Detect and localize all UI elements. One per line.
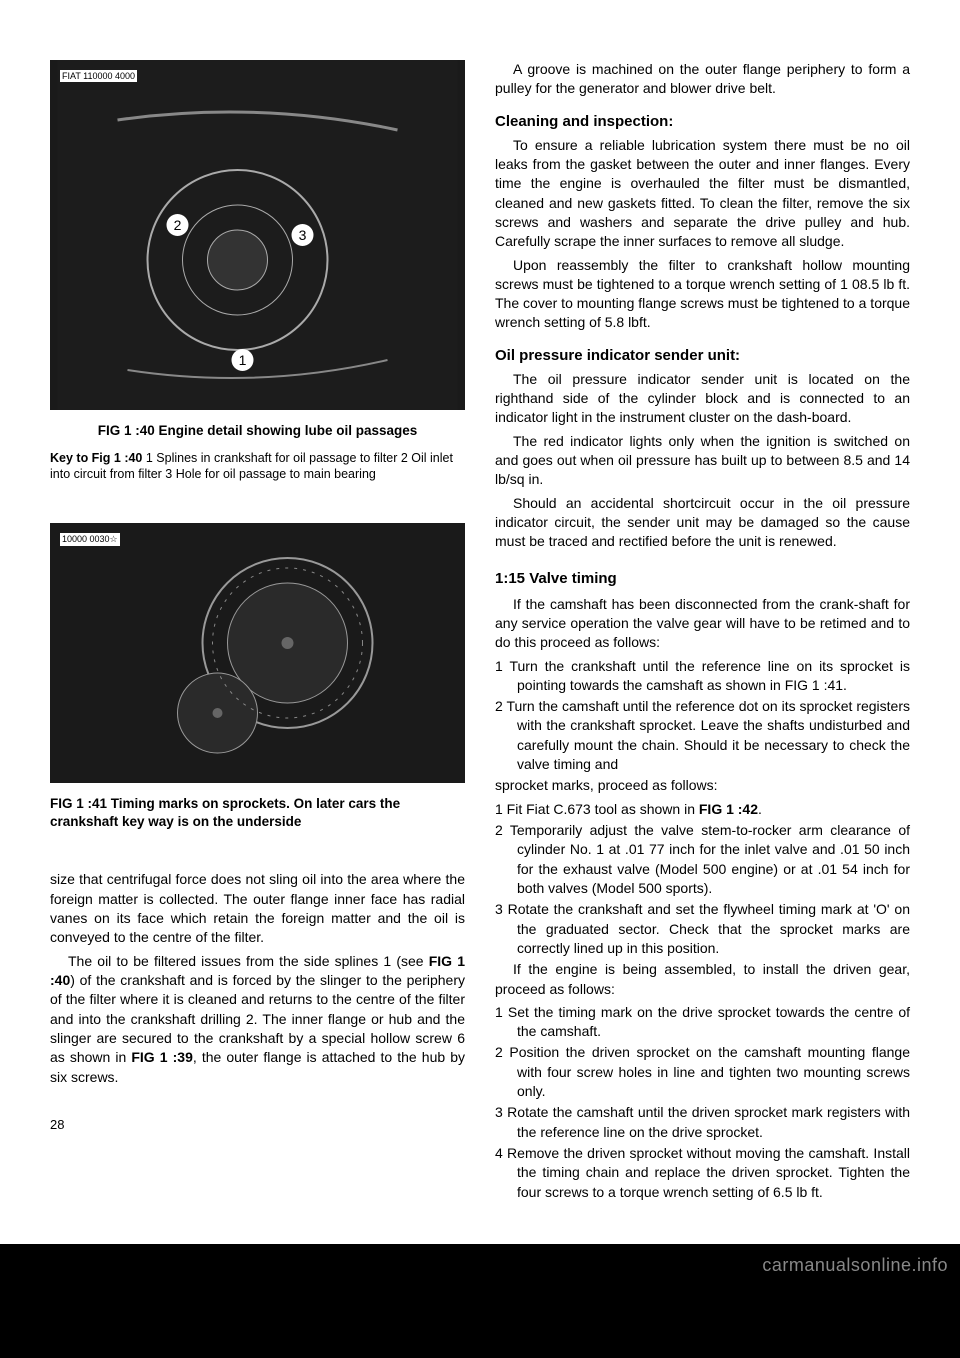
list-item-3: 1 Fit Fiat C.673 tool as shown in FIG 1 …	[495, 800, 910, 819]
heading-cleaning: Cleaning and inspection:	[495, 113, 910, 130]
fig1-caption: FIG 1 :40 Engine detail showing lube oil…	[50, 422, 465, 440]
list-item-9: 4 Remove the driven sprocket without mov…	[495, 1144, 910, 1202]
r-p8: sprocket marks, proceed as follows:	[495, 776, 910, 795]
fig2-caption: FIG 1 :41 Timing marks on sprockets. On …	[50, 795, 465, 830]
manual-page: FIAT 110000 4000 2 3 1 FIG 1 :40 Engine …	[0, 0, 960, 1244]
r-p9: If the engine is being assembled, to ins…	[495, 960, 910, 999]
list-item-5: 3 Rotate the crankshaft and set the flyw…	[495, 900, 910, 958]
r-p1: A groove is machined on the outer flange…	[495, 60, 910, 99]
r-p5: The red indicator lights only when the i…	[495, 432, 910, 490]
r-p6: Should an accidental shortcircuit occur …	[495, 494, 910, 552]
r-p3: Upon reassembly the filter to crankshaft…	[495, 256, 910, 333]
engine-lube-illustration: 2 3 1	[50, 60, 465, 410]
list-item-7: 2 Position the driven sprocket on the ca…	[495, 1043, 910, 1101]
list-item-6: 1 Set the timing mark on the drive sproc…	[495, 1003, 910, 1042]
svg-text:3: 3	[299, 227, 307, 243]
timing-marks-illustration	[50, 523, 465, 783]
heading-valve-timing: 1:15 Valve timing	[495, 570, 910, 587]
r-p7: If the camshaft has been disconnected fr…	[495, 595, 910, 653]
list-item-4: 2 Temporarily adjust the valve stem-to-r…	[495, 821, 910, 898]
list-item-1: 1 Turn the crankshaft until the referenc…	[495, 657, 910, 696]
figure-1-40: FIAT 110000 4000 2 3 1	[50, 60, 465, 410]
figure-marker: 10000 0030☆	[60, 533, 120, 546]
svg-text:2: 2	[174, 217, 182, 233]
list-item-2: 2 Turn the camshaft until the reference …	[495, 697, 910, 774]
list-item-8: 3 Rotate the camshaft until the driven s…	[495, 1103, 910, 1142]
right-column: A groove is machined on the outer flange…	[495, 60, 910, 1204]
bottom-bar: carmanualsonline.info	[0, 1244, 960, 1284]
figure-1-41: 10000 0030☆	[50, 523, 465, 783]
left-para-1: size that centrifugal force does not sli…	[50, 870, 465, 947]
svg-text:1: 1	[239, 352, 247, 368]
column-layout: FIAT 110000 4000 2 3 1 FIG 1 :40 Engine …	[50, 60, 910, 1204]
heading-oil-pressure: Oil pressure indicator sender unit:	[495, 347, 910, 364]
left-para-2: The oil to be filtered issues from the s…	[50, 952, 465, 1087]
fig1-key: Key to Fig 1 :40 1 Splines in crankshaft…	[50, 450, 465, 484]
page-number: 28	[50, 1117, 465, 1132]
figure-marker: FIAT 110000 4000	[60, 70, 137, 82]
r-p2: To ensure a reliable lubrication system …	[495, 136, 910, 252]
left-column: FIAT 110000 4000 2 3 1 FIG 1 :40 Engine …	[50, 60, 465, 1204]
watermark: carmanualsonline.info	[762, 1255, 948, 1276]
r-p4: The oil pressure indicator sender unit i…	[495, 370, 910, 428]
key-label: Key to Fig 1 :40	[50, 451, 142, 465]
